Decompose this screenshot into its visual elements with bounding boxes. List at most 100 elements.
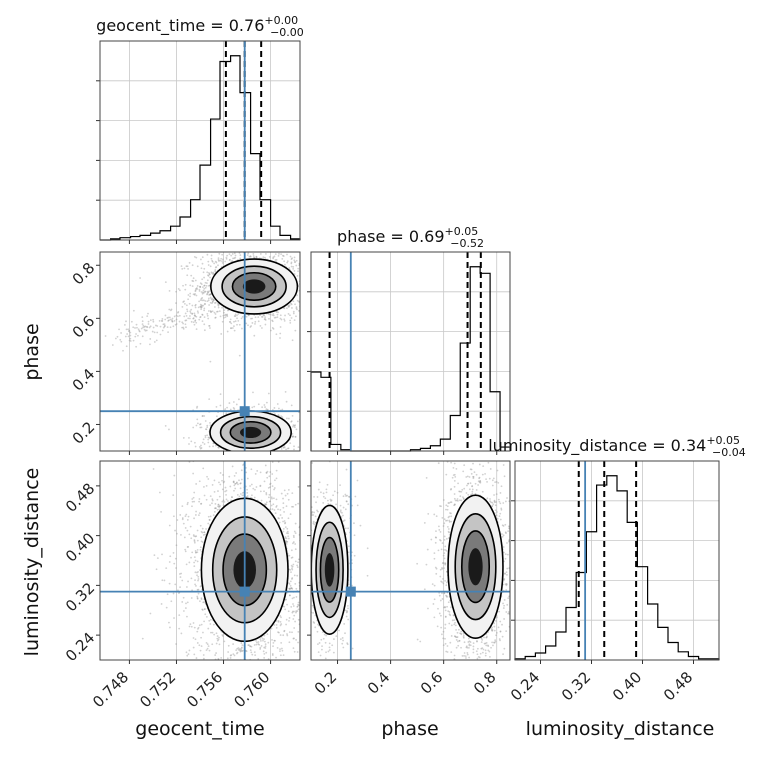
- sample-point: [200, 598, 203, 601]
- sample-point: [304, 499, 306, 501]
- sample-point: [304, 602, 306, 604]
- sample-point: [192, 321, 195, 324]
- sample-point: [287, 488, 290, 491]
- sample-point: [275, 333, 278, 336]
- sample-point: [301, 282, 303, 284]
- sample-point: [291, 565, 294, 568]
- sample-point: [213, 491, 216, 493]
- sample-point: [194, 550, 197, 552]
- sample-point: [293, 627, 296, 629]
- sample-point: [196, 405, 199, 408]
- sample-point: [294, 560, 297, 563]
- sample-point: [295, 259, 298, 262]
- sample-point: [223, 670, 225, 672]
- sample-point: [257, 641, 260, 643]
- sample-point: [263, 490, 265, 493]
- sample-point: [233, 252, 236, 255]
- sample-point: [234, 313, 237, 316]
- sample-point: [200, 426, 203, 429]
- sample-point: [193, 312, 196, 315]
- sample-point: [297, 309, 300, 312]
- sample-point: [252, 465, 254, 467]
- sample-point: [211, 260, 214, 263]
- sample-point: [277, 453, 279, 455]
- sample-point: [185, 651, 188, 654]
- sample-point: [247, 324, 249, 327]
- sample-point: [198, 290, 201, 292]
- sample-point: [207, 441, 210, 444]
- sample-point: [303, 290, 305, 292]
- sample-point: [277, 621, 280, 623]
- sample-point: [272, 314, 275, 317]
- sample-point: [279, 456, 281, 458]
- sample-point: [182, 322, 185, 325]
- sample-point: [313, 298, 315, 300]
- sample-point: [188, 317, 191, 320]
- sample-point: [260, 315, 263, 318]
- sample-point: [194, 319, 197, 322]
- sample-point: [206, 314, 209, 317]
- sample-point: [308, 441, 310, 443]
- sample-point: [141, 323, 144, 326]
- sample-point: [207, 310, 210, 312]
- sample-point: [259, 324, 262, 327]
- sample-point: [291, 414, 294, 417]
- sample-point: [132, 339, 135, 342]
- sample-point: [142, 326, 144, 329]
- sample-point: [153, 554, 156, 557]
- sample-point: [219, 504, 221, 507]
- sample-point: [200, 306, 203, 309]
- sample-point: [156, 557, 159, 560]
- sample-point: [316, 286, 318, 288]
- sample-point: [229, 667, 231, 669]
- sample-point: [262, 462, 264, 464]
- sample-point: [297, 446, 300, 448]
- sample-point: [203, 415, 206, 417]
- sample-point: [281, 416, 284, 419]
- sample-point: [239, 248, 241, 250]
- sample-point: [292, 266, 295, 268]
- sample-point: [240, 469, 243, 472]
- sample-point: [218, 446, 220, 449]
- sample-point: [232, 481, 235, 483]
- sample-point: [175, 314, 178, 317]
- sample-point: [287, 455, 289, 457]
- sample-point: [180, 572, 183, 575]
- sample-point: [252, 472, 254, 474]
- sample-point: [207, 291, 210, 294]
- sample-point: [259, 253, 262, 255]
- sample-point: [215, 415, 218, 418]
- sample-point: [217, 304, 220, 307]
- sample-point: [196, 574, 198, 577]
- sample-point: [286, 447, 289, 450]
- sample-point: [236, 248, 238, 250]
- sample-point: [294, 435, 297, 438]
- sample-point: [220, 257, 223, 260]
- sample-point: [204, 286, 207, 289]
- sample-point: [199, 282, 202, 285]
- sample-point: [279, 614, 282, 617]
- sample-point: [204, 613, 207, 616]
- sample-point: [332, 306, 334, 308]
- sample-point: [132, 309, 135, 312]
- sample-point: [207, 297, 210, 300]
- sample-point: [254, 320, 257, 323]
- sample-point: [239, 482, 242, 485]
- sample-point: [250, 483, 253, 486]
- sample-point: [245, 495, 248, 498]
- sample-point: [245, 677, 247, 679]
- sample-point: [306, 301, 308, 303]
- sample-point: [263, 452, 265, 454]
- sample-point: [294, 261, 297, 263]
- sample-point: [226, 313, 229, 316]
- sample-point: [146, 315, 149, 318]
- sample-point: [264, 466, 266, 468]
- sample-point: [201, 415, 204, 417]
- sample-point: [179, 586, 181, 589]
- sample-point: [303, 597, 305, 599]
- sample-point: [207, 438, 210, 441]
- sample-point: [261, 454, 263, 456]
- sample-point: [186, 601, 189, 604]
- sample-point: [278, 517, 280, 520]
- sample-point: [186, 529, 189, 532]
